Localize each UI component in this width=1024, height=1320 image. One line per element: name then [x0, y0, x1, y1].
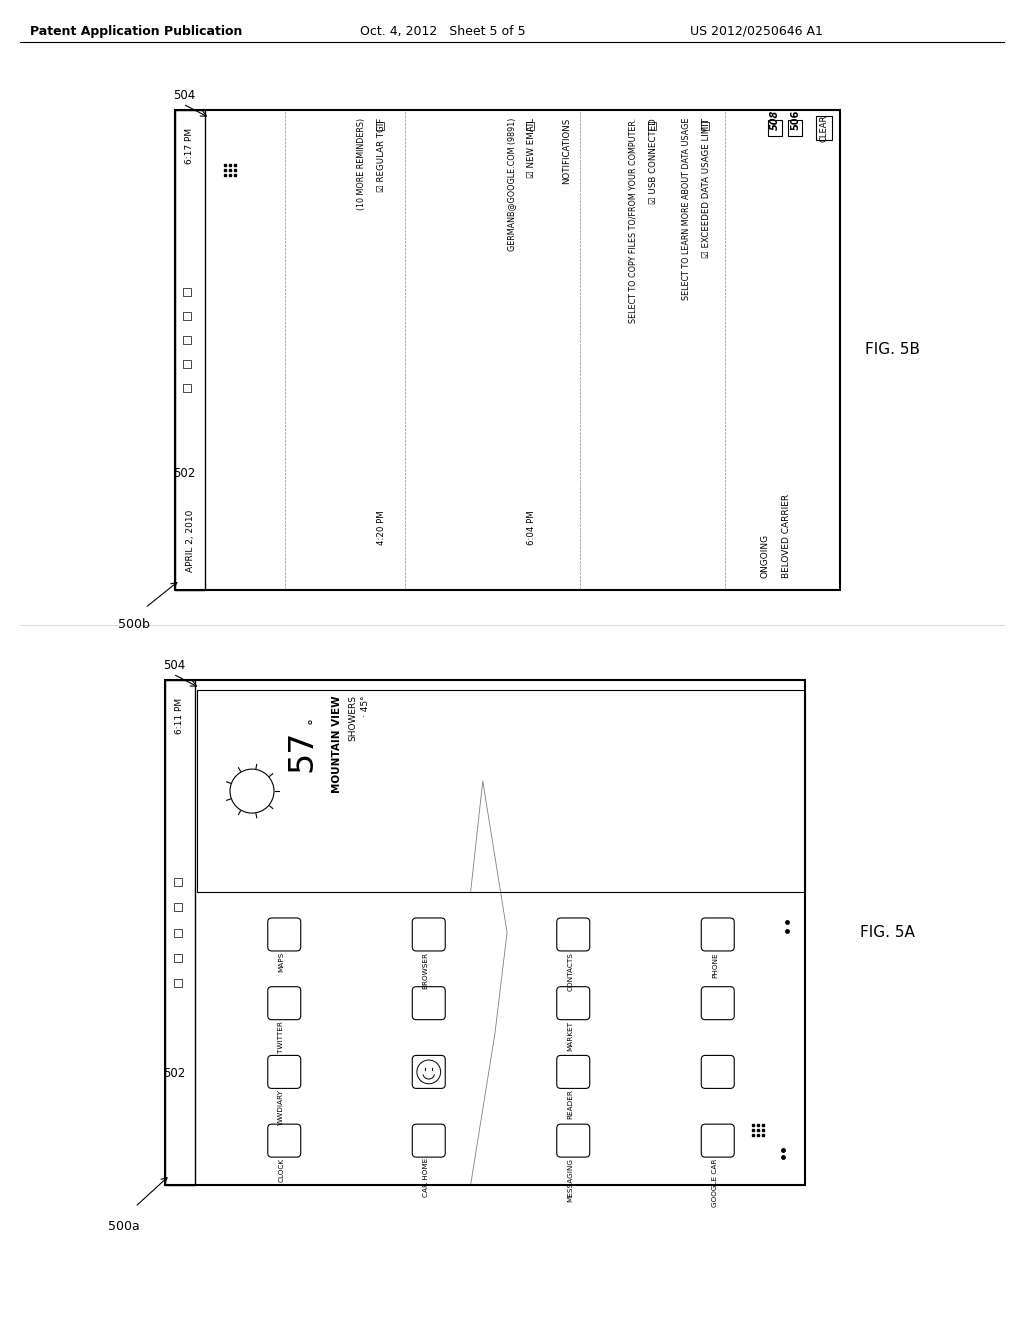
Text: 502: 502 [163, 1067, 185, 1080]
Text: 506: 506 [790, 110, 800, 131]
Bar [183, 360, 191, 368]
Bar [165, 680, 805, 1185]
Text: SELECT TO COPY FILES TO/FROM YOUR COMPUTER.: SELECT TO COPY FILES TO/FROM YOUR COMPUT… [629, 117, 638, 323]
Text: NOTIFICATIONS: NOTIFICATIONS [562, 117, 571, 185]
Text: ☑ EXCEEDED DATA USAGE LIMIT: ☑ EXCEEDED DATA USAGE LIMIT [702, 117, 711, 257]
Text: MAPS: MAPS [279, 952, 285, 973]
Text: ☑ USB CONNECTED: ☑ USB CONNECTED [649, 117, 658, 203]
Text: 504: 504 [173, 88, 196, 102]
Text: MOUNTAIN VIEW: MOUNTAIN VIEW [332, 696, 342, 793]
Text: 508: 508 [770, 110, 780, 131]
Text: ☑ REGULAR TGIF: ☑ REGULAR TGIF [377, 117, 386, 193]
Text: CONTACTS: CONTACTS [567, 952, 573, 991]
Bar [526, 121, 534, 129]
Text: ONGOING: ONGOING [760, 533, 769, 578]
Bar [174, 903, 182, 911]
Text: 6:17 PM: 6:17 PM [185, 128, 195, 164]
Bar [183, 313, 191, 321]
Text: BROWSER: BROWSER [423, 952, 429, 989]
Text: 6:04 PM: 6:04 PM [527, 511, 536, 545]
Bar [701, 121, 709, 129]
Text: APRIL 2, 2010: APRIL 2, 2010 [185, 510, 195, 572]
Text: 57: 57 [286, 730, 318, 772]
Text: CAR HOME: CAR HOME [423, 1158, 429, 1197]
Text: PHONE: PHONE [712, 952, 718, 978]
Text: TWITTER: TWITTER [279, 1020, 285, 1052]
Text: Patent Application Publication: Patent Application Publication [30, 25, 243, 38]
Bar [376, 121, 384, 129]
Bar [648, 121, 656, 129]
Text: MESSAGING: MESSAGING [567, 1158, 573, 1203]
Text: 500b: 500b [118, 618, 150, 631]
Text: 500a: 500a [108, 1220, 139, 1233]
Bar [816, 116, 831, 140]
Text: US 2012/0250646 A1: US 2012/0250646 A1 [690, 25, 823, 38]
Text: CLEAR: CLEAR [819, 115, 828, 141]
Bar [175, 110, 205, 590]
Text: 4:20 PM: 4:20 PM [377, 511, 386, 545]
Bar [183, 337, 191, 345]
Text: BELOVED CARRIER: BELOVED CARRIER [782, 494, 791, 578]
Bar [183, 288, 191, 297]
Text: °: ° [307, 717, 321, 723]
Text: WWDIARY: WWDIARY [279, 1089, 285, 1125]
Text: (10 MORE REMINDERS): (10 MORE REMINDERS) [357, 117, 366, 210]
Text: GOOGLE CAR: GOOGLE CAR [712, 1158, 718, 1206]
Text: CLOCK: CLOCK [279, 1158, 285, 1183]
Text: FIG. 5B: FIG. 5B [865, 342, 920, 358]
Text: SHOWERS: SHOWERS [348, 696, 357, 741]
Bar [174, 878, 182, 886]
Text: 504: 504 [163, 659, 185, 672]
Text: 502: 502 [173, 467, 196, 480]
Text: MARKET: MARKET [567, 1020, 573, 1051]
Bar [174, 954, 182, 962]
Text: READER: READER [567, 1089, 573, 1119]
Text: SELECT TO LEARN MORE ABOUT DATA USAGE: SELECT TO LEARN MORE ABOUT DATA USAGE [682, 117, 691, 301]
Bar [165, 680, 195, 1185]
Bar [768, 120, 782, 136]
Bar [174, 979, 182, 987]
Text: · 45°: · 45° [361, 696, 370, 717]
Text: FIG. 5A: FIG. 5A [860, 925, 914, 940]
Bar [183, 384, 191, 392]
Text: Oct. 4, 2012   Sheet 5 of 5: Oct. 4, 2012 Sheet 5 of 5 [360, 25, 525, 38]
Text: 6:11 PM: 6:11 PM [175, 698, 184, 734]
Bar [174, 928, 182, 936]
Text: GERMANB@GOOGLE.COM (9891): GERMANB@GOOGLE.COM (9891) [507, 117, 516, 251]
Bar [197, 690, 805, 892]
Text: ☑ NEW EMAIL: ☑ NEW EMAIL [527, 117, 536, 178]
Bar [175, 110, 840, 590]
Bar [788, 120, 802, 136]
